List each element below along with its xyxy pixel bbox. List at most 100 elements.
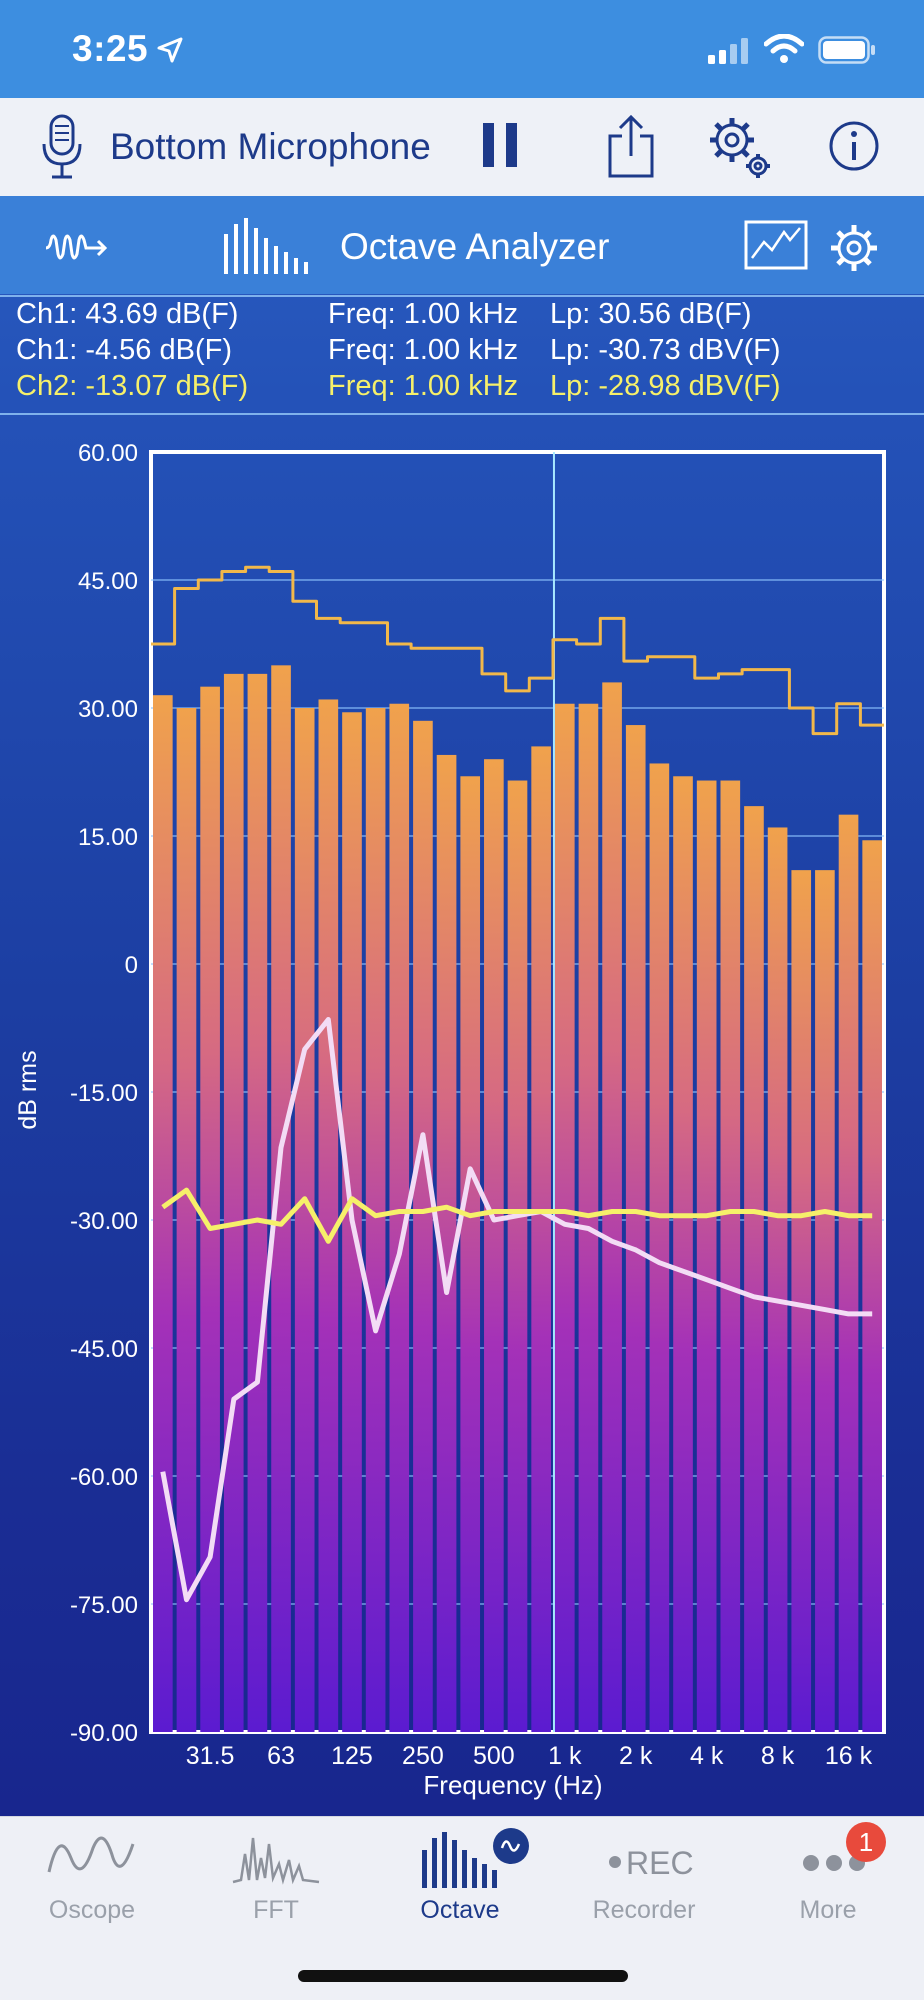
octave-bar (720, 780, 741, 1732)
y-tick-label: -45.00 (70, 1336, 138, 1363)
settings-gear-icon[interactable] (706, 114, 774, 180)
octave-bar (507, 780, 528, 1732)
octave-bar (318, 699, 339, 1732)
location-arrow-icon (157, 37, 183, 63)
y-tick-label: 30.00 (78, 696, 138, 723)
y-axis-label: dB rms (14, 1050, 42, 1129)
octave-bar (531, 746, 551, 1732)
tab-label-fft: FFT (253, 1896, 299, 1924)
home-indicator (298, 1970, 628, 1982)
series-line (160, 1017, 873, 1603)
octave-bar (838, 814, 859, 1732)
x-tick-label: 250 (402, 1742, 444, 1770)
octave-bar (791, 870, 812, 1732)
notification-badge: 1 (846, 1822, 886, 1862)
oscope-wave-icon (47, 1836, 135, 1873)
measurement-readouts: Ch1: 43.69 dB(F) Freq: 1.00 kHz Lp: 30.5… (0, 295, 924, 415)
analyzer-title: Octave Analyzer (340, 226, 610, 267)
octave-bar (460, 776, 481, 1732)
readout-freq: Freq: 1.00 kHz (328, 298, 519, 330)
input-toolbar (0, 98, 924, 196)
analyzer-settings-gear-icon[interactable] (828, 222, 880, 274)
octave-spectrum-chart[interactable]: 60.00 45.00 30.00 15.00 0 -15.00 -30.00 -45.00 -… (0, 420, 924, 1816)
octave-bar (365, 708, 386, 1732)
y-tick-label: 15.00 (78, 824, 138, 851)
graph-view-icon[interactable] (744, 220, 808, 270)
status-time: 3:25 (72, 28, 149, 69)
pause-icon[interactable] (482, 122, 518, 168)
signal-generator-icon[interactable] (44, 228, 110, 264)
x-tick-label: 31.5 (186, 1742, 235, 1770)
tab-label-more: More (799, 1896, 857, 1924)
y-tick-label: -30.00 (70, 1208, 138, 1235)
octave-bar (271, 665, 291, 1733)
tab-bar (0, 1816, 924, 2000)
x-tick-label: 4 k (690, 1742, 724, 1770)
y-tick-label: 60.00 (78, 440, 138, 467)
octave-bar (436, 754, 457, 1732)
octave-bar (767, 827, 788, 1732)
octave-bar (413, 720, 433, 1732)
x-tick-label: 125 (331, 1742, 373, 1770)
readout-ch: Ch1: 43.69 dB(F) (16, 298, 239, 330)
readout-lp: Lp: -28.98 dBV(F) (550, 370, 781, 402)
readout-ch: Ch1: -4.56 dB(F) (16, 334, 232, 366)
microphone-icon[interactable] (40, 114, 84, 180)
tab-recorder[interactable]: REC (552, 1830, 736, 1950)
x-tick-label: 500 (473, 1742, 515, 1770)
tab-more[interactable] (736, 1830, 920, 1950)
tab-label-recorder: Recorder (592, 1896, 696, 1924)
share-icon[interactable] (606, 114, 656, 180)
series-line (161, 1187, 873, 1244)
info-icon[interactable] (828, 120, 880, 172)
tab-label-oscope: Oscope (48, 1896, 136, 1924)
octave-bar (200, 686, 220, 1732)
x-tick-label: 63 (267, 1742, 295, 1770)
tab-oscope[interactable] (0, 1830, 184, 1950)
analyzer-header (0, 196, 924, 294)
readout-freq: Freq: 1.00 kHz (328, 334, 519, 366)
octave-bar (602, 682, 622, 1732)
octave-bars-icon (224, 218, 308, 274)
octave-bar (673, 776, 693, 1732)
octave-bar (484, 759, 504, 1732)
tab-fft[interactable] (184, 1830, 368, 1950)
octave-bar (625, 725, 646, 1732)
readout-lp: Lp: 30.56 dB(F) (550, 298, 752, 330)
status-bar (0, 0, 924, 98)
battery-icon (818, 36, 875, 64)
fft-spectrum-icon (232, 1837, 320, 1885)
readout-freq: Freq: 1.00 kHz (328, 370, 519, 402)
octave-bar (696, 780, 717, 1732)
y-tick-label: -15.00 (70, 1080, 138, 1107)
octave-bar (153, 695, 173, 1733)
rec-icon-text: REC (626, 1845, 694, 1881)
cellular-signal-icon (708, 38, 748, 64)
readout-lp: Lp: -30.73 dBV(F) (550, 334, 781, 366)
y-tick-label: -75.00 (70, 1592, 138, 1619)
x-tick-label: 1 k (548, 1742, 582, 1770)
series-line (151, 565, 884, 736)
octave-bar (649, 763, 670, 1732)
octave-bar (247, 673, 268, 1732)
octave-bar (815, 870, 835, 1732)
octave-bar (176, 708, 197, 1732)
y-tick-label: -90.00 (70, 1720, 138, 1747)
y-tick-label: 0 (125, 952, 138, 979)
octave-bars-icon (422, 1828, 529, 1888)
wifi-icon (764, 34, 804, 63)
octave-bar (223, 673, 244, 1732)
input-source-label[interactable]: Bottom Microphone (110, 126, 431, 167)
readout-ch: Ch2: -13.07 dB(F) (16, 370, 249, 402)
x-axis-label: Frequency (Hz) (423, 1770, 602, 1800)
octave-bar (554, 703, 575, 1732)
x-tick-label: 8 k (761, 1742, 795, 1770)
y-tick-label: -60.00 (70, 1464, 138, 1491)
x-tick-label: 2 k (619, 1742, 653, 1770)
octave-bar (389, 703, 410, 1732)
tab-octave[interactable] (368, 1828, 552, 1950)
y-tick-label: 45.00 (78, 568, 138, 595)
octave-bar (744, 806, 764, 1732)
tab-label-octave: Octave (420, 1896, 500, 1924)
octave-bar (862, 840, 882, 1732)
